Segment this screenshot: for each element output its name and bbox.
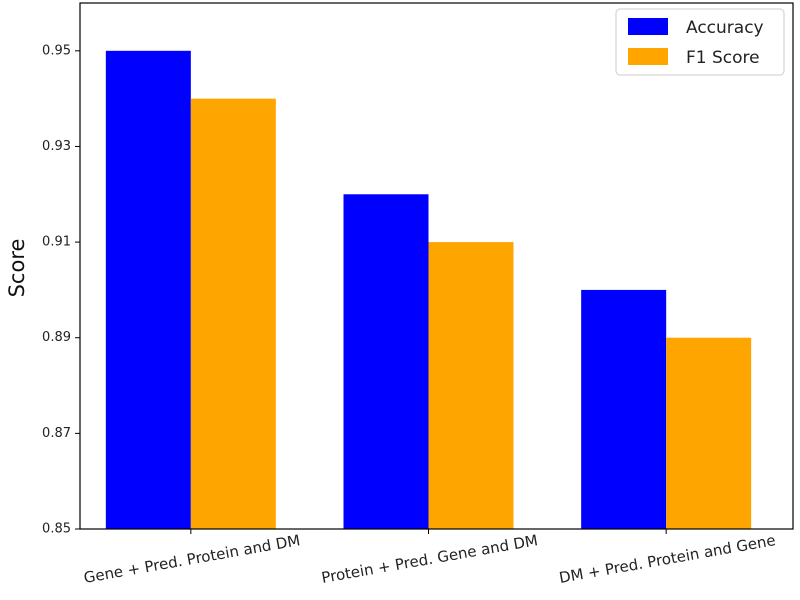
y-tick-label: 0.89	[42, 330, 71, 345]
y-axis-label: Score	[5, 239, 29, 298]
y-axis-ticks: 0.85 0.87 0.89 0.91 0.93 0.95	[42, 43, 80, 537]
x-axis-ticks: Gene + Pred. Protein and DM Protein + Pre…	[82, 529, 777, 587]
bar-f1-score-3	[666, 337, 752, 529]
y-tick-label: 0.91	[42, 235, 71, 250]
y-tick-label: 0.85	[42, 522, 71, 537]
x-tick-label: Gene + Pred. Protein and DM	[82, 531, 301, 587]
bar-accuracy-3	[581, 289, 667, 529]
legend-label-f1-score: F1 Score	[686, 48, 760, 68]
bar-f1-score-2	[428, 242, 514, 529]
bar-accuracy-1	[105, 50, 191, 530]
legend: Accuracy F1 Score	[615, 8, 785, 76]
y-tick-label: 0.87	[42, 426, 71, 441]
plot-frame	[79, 2, 794, 530]
y-tick-label: 0.95	[42, 43, 71, 58]
bars-group	[105, 50, 752, 530]
x-tick-label: Protein + Pred. Gene and DM	[320, 531, 539, 587]
legend-swatch-accuracy	[628, 18, 668, 35]
legend-label-accuracy: Accuracy	[686, 18, 764, 38]
bar-f1-score-1	[190, 98, 276, 530]
legend-swatch-f1-score	[628, 48, 668, 65]
x-tick-label: DM + Pred. Protein and Gene	[558, 531, 777, 587]
bar-accuracy-2	[343, 194, 429, 530]
y-tick-label: 0.93	[42, 139, 71, 154]
